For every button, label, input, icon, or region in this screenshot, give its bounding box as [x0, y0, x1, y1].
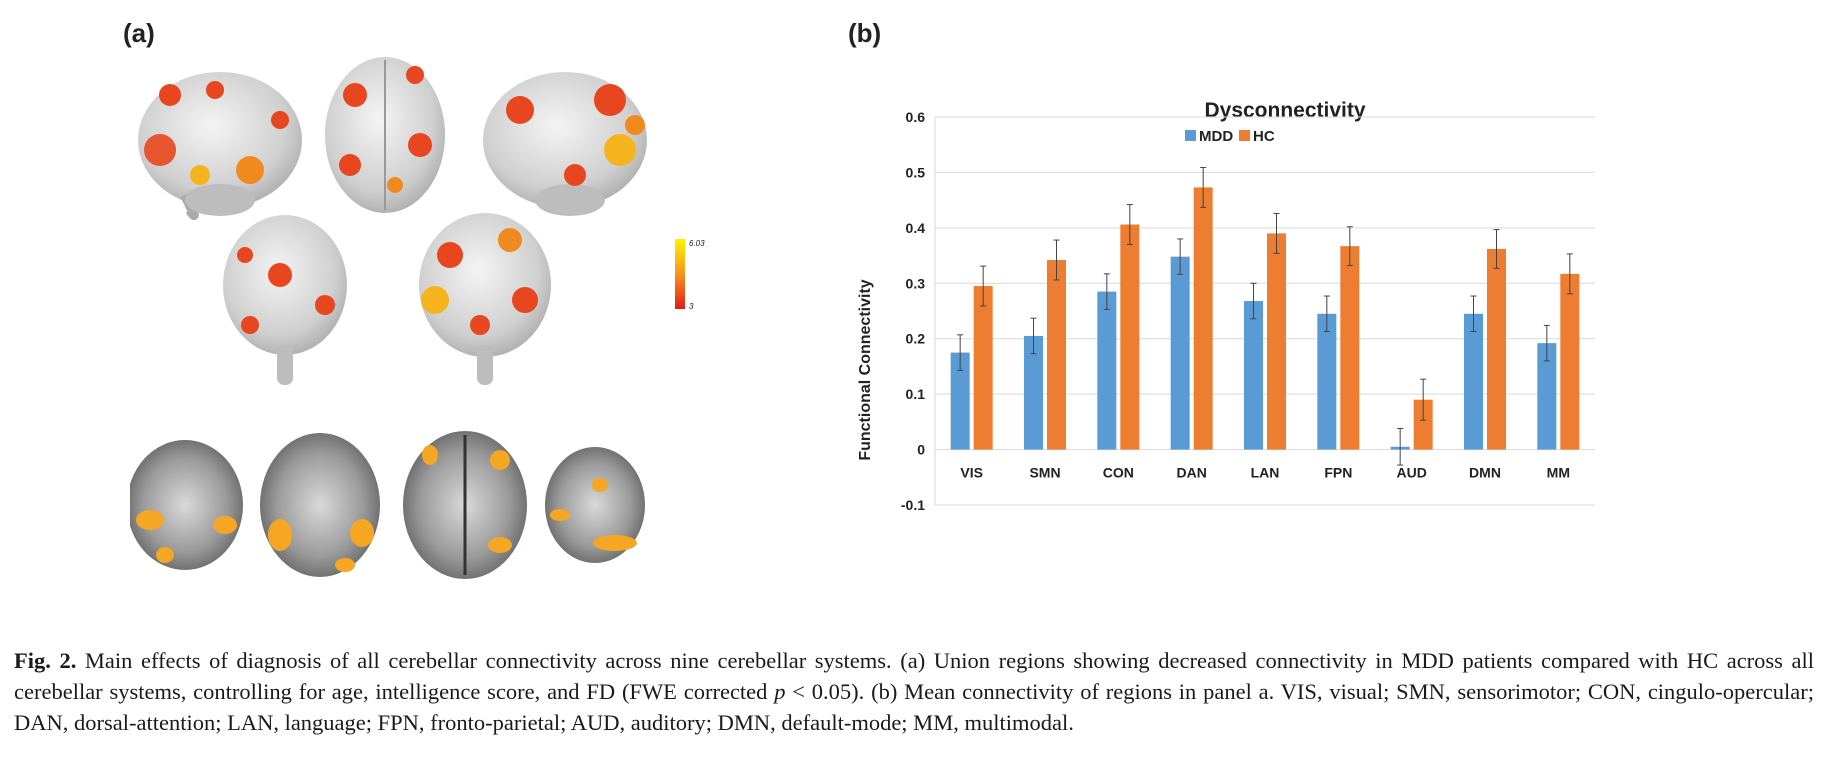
legend-label-hc: HC — [1253, 128, 1275, 145]
x-category-label: AUD — [1396, 464, 1426, 480]
bar-mdd-lan — [1244, 301, 1263, 450]
legend-swatch-mdd — [1185, 130, 1196, 141]
bar-mdd-dmn — [1464, 313, 1483, 450]
x-category-label: SMN — [1029, 464, 1060, 480]
y-tick-label: 0 — [917, 442, 925, 458]
brain-lateral-right — [483, 72, 647, 216]
bar-mdd-fpn — [1317, 313, 1337, 450]
chart-legend: MDD HC — [1185, 128, 1275, 145]
colorbar: 6.03 3 — [675, 239, 705, 311]
x-category-label: DAN — [1176, 464, 1206, 480]
bar-hc-aud — [1413, 399, 1433, 450]
x-category-label: MM — [1547, 464, 1570, 480]
panel-a-label: (a) — [123, 18, 155, 48]
x-category-label: FPN — [1324, 464, 1352, 480]
y-tick-label: 0.5 — [906, 164, 926, 180]
colorbar-min-label: 3 — [689, 302, 694, 311]
y-tick-label: 0.3 — [906, 275, 926, 291]
bar-hc-con — [1120, 224, 1140, 450]
x-category-label: DMN — [1469, 464, 1501, 480]
figure-caption: Fig. 2. Main effects of diagnosis of all… — [14, 645, 1814, 738]
axial-slice-4 — [545, 447, 645, 563]
y-tick-label: 0.2 — [906, 331, 926, 347]
bar-mdd-dan — [1170, 256, 1190, 450]
y-tick-label: 0.6 — [906, 109, 926, 125]
bar-hc-vis — [973, 286, 993, 450]
bar-hc-mm — [1560, 273, 1580, 450]
brain-anterior-view — [223, 215, 347, 385]
figure-label: Fig. 2. — [14, 648, 77, 673]
bar-hc-dan — [1193, 187, 1213, 450]
x-category-label: VIS — [960, 464, 983, 480]
colorbar-max-label: 6.03 — [689, 239, 705, 248]
bar-mdd-con — [1097, 291, 1117, 450]
x-category-label: CON — [1103, 464, 1134, 480]
bar-mdd-smn — [1024, 335, 1043, 450]
legend-label-mdd: MDD — [1199, 128, 1233, 145]
y-tick-label: 0.1 — [906, 386, 926, 402]
y-tick-label: 0.4 — [906, 220, 926, 236]
brain-renderings-panel: 6.03 3 — [130, 57, 705, 579]
caption-text-2: < 0.05). (b) Mean connectivity of region… — [14, 679, 1814, 735]
brain-top-view — [325, 57, 445, 213]
brain-posterior-view — [419, 213, 551, 385]
caption-text-1: Main effects of diagnosis of all cerebel… — [14, 648, 1814, 704]
bar-mdd-vis — [950, 352, 970, 450]
y-tick-label: -0.1 — [901, 497, 925, 513]
caption-p-symbol: p — [774, 679, 786, 704]
panel-b-label: (b) — [848, 18, 882, 48]
axial-slice-2 — [260, 433, 380, 577]
x-category-label: LAN — [1251, 464, 1280, 480]
axial-slice-3 — [403, 431, 527, 579]
connectivity-bar-chart: Dysconnectivity Functional Connectivity … — [857, 99, 1595, 513]
brain-lateral-left — [138, 72, 302, 220]
bar-hc-dmn — [1487, 248, 1506, 450]
y-axis-label: Functional Connectivity — [857, 279, 874, 460]
bar-hc-smn — [1047, 260, 1066, 450]
bar-hc-fpn — [1340, 246, 1360, 450]
axial-slice-1 — [130, 440, 243, 570]
legend-swatch-hc — [1239, 130, 1250, 141]
chart-title: Dysconnectivity — [1204, 99, 1365, 122]
bar-hc-lan — [1267, 233, 1286, 450]
bar-mdd-mm — [1537, 343, 1557, 450]
